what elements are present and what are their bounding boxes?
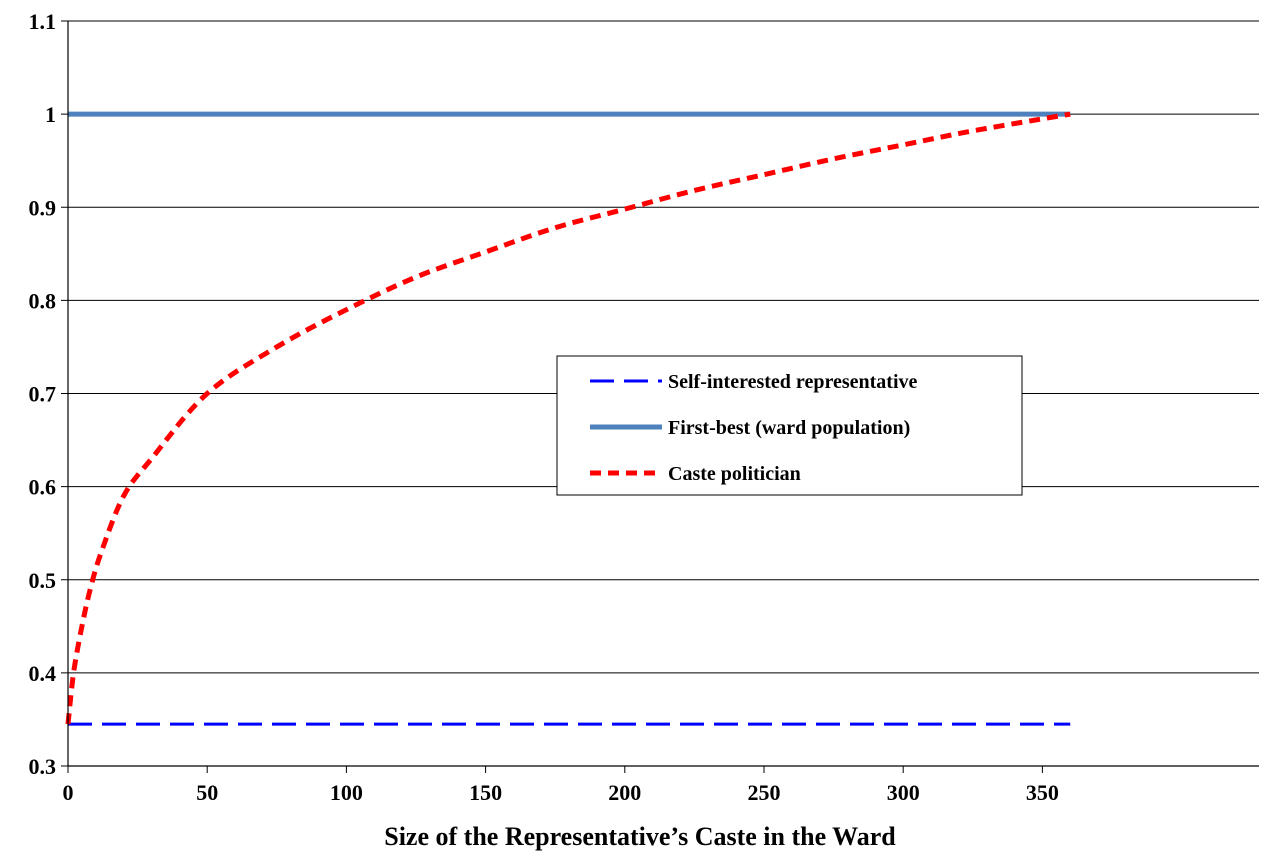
x-tick-label: 250 <box>747 780 780 805</box>
y-tick-label: 0.7 <box>29 382 57 407</box>
legend-label-2: Caste politician <box>668 463 801 485</box>
y-tick-label: 0.6 <box>29 475 57 500</box>
x-tick-label: 350 <box>1026 780 1059 805</box>
tick-labels: 0.3 0.4 0.5 0.6 0.7 0.8 0.9 1 1.1 0 50 100 150 200 250… <box>29 9 1059 805</box>
x-tick-label: 50 <box>196 780 218 805</box>
legend-label-1: First-best (ward population) <box>668 417 910 439</box>
series-line-2 <box>65 111 1071 725</box>
x-axis-title: Size of the Representative’s Caste in th… <box>384 822 896 851</box>
y-tick-label: 1 <box>45 102 56 127</box>
y-tick-label: 0.4 <box>29 661 57 686</box>
series-lines <box>65 111 1071 726</box>
x-tick-label: 100 <box>330 780 363 805</box>
legend: Self-interested representative First-best… <box>556 355 1023 496</box>
legend-label-0: Self-interested representative <box>668 371 917 393</box>
x-tick-label: 150 <box>469 780 502 805</box>
axes <box>61 20 1259 773</box>
x-tick-label: 0 <box>63 780 74 805</box>
x-tick-label: 200 <box>608 780 641 805</box>
y-tick-label: 0.3 <box>29 754 57 779</box>
y-tick-label: 0.8 <box>29 288 57 313</box>
y-tick-label: 0.5 <box>29 568 57 593</box>
y-tick-label: 1.1 <box>29 9 57 34</box>
x-tick-label: 300 <box>887 780 920 805</box>
y-tick-label: 0.9 <box>29 195 57 220</box>
